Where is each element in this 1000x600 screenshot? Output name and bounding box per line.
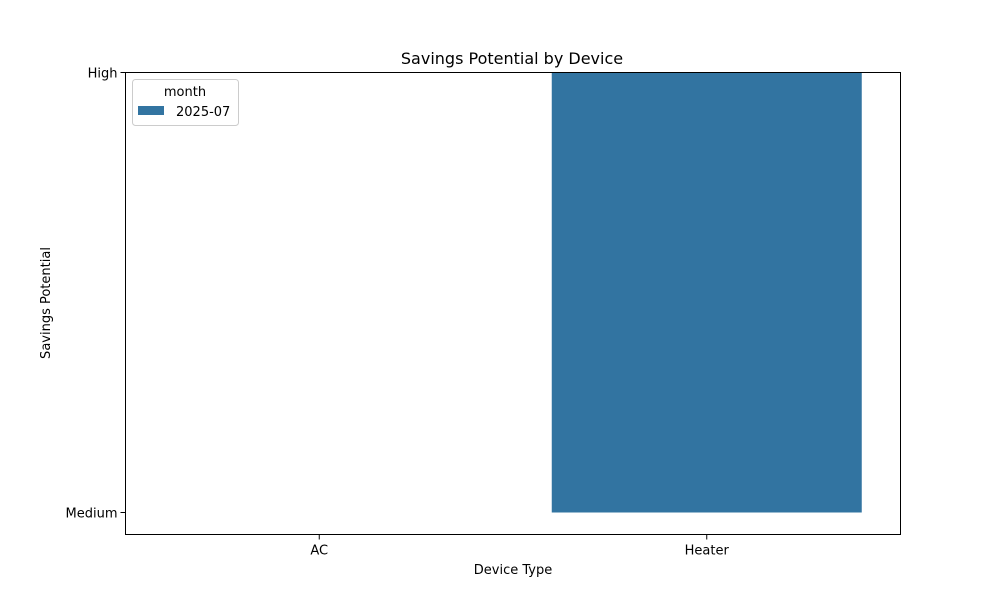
y-tick-label: High [88, 67, 118, 82]
legend: month 2025-07 [132, 79, 239, 126]
y-axis: Medium High [66, 67, 126, 522]
x-axis: AC Heater [310, 534, 730, 559]
chart-title: Savings Potential by Device [401, 49, 623, 68]
y-axis-label: Savings Potential [39, 247, 54, 359]
legend-title: month [164, 85, 206, 100]
bar-heater [551, 72, 862, 513]
x-axis-label: Device Type [474, 563, 552, 578]
legend-entry-label: 2025-07 [176, 105, 230, 120]
x-tick-label: AC [310, 544, 328, 559]
bars-layer [551, 72, 862, 513]
legend-swatch [138, 106, 164, 115]
plot-area-frame [125, 72, 901, 535]
y-tick-label: Medium [66, 507, 118, 522]
x-tick-label: Heater [685, 544, 730, 559]
